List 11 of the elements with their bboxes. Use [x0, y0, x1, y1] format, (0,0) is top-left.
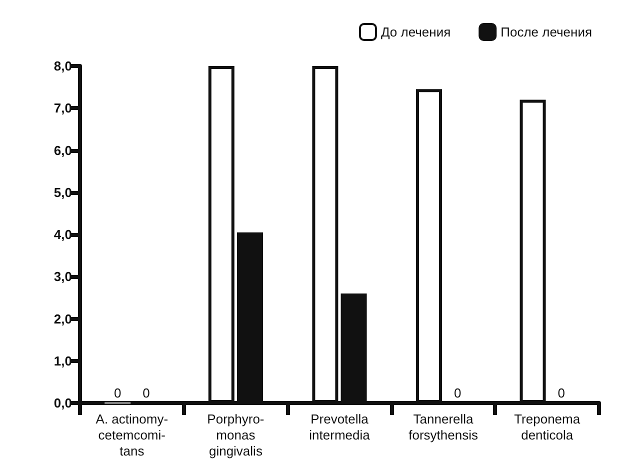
data-label: 0: [142, 386, 150, 400]
data-label: 0: [114, 386, 122, 400]
x-tick-label: Tannerella forsythensis: [408, 412, 478, 442]
x-tick-label: Porphyro- monas gingivalis: [207, 412, 264, 458]
x-tick-label: A. actinomy- cetemcomi- tans: [96, 412, 168, 458]
data-label: 0: [454, 386, 462, 400]
legend-label: До лечения: [380, 24, 451, 40]
x-tick-label: Treponema denticola: [514, 412, 581, 442]
data-label: 0: [558, 386, 566, 400]
x-tick-label: Prevotella intermedia: [309, 412, 371, 442]
legend-label: После лечения: [500, 24, 592, 40]
